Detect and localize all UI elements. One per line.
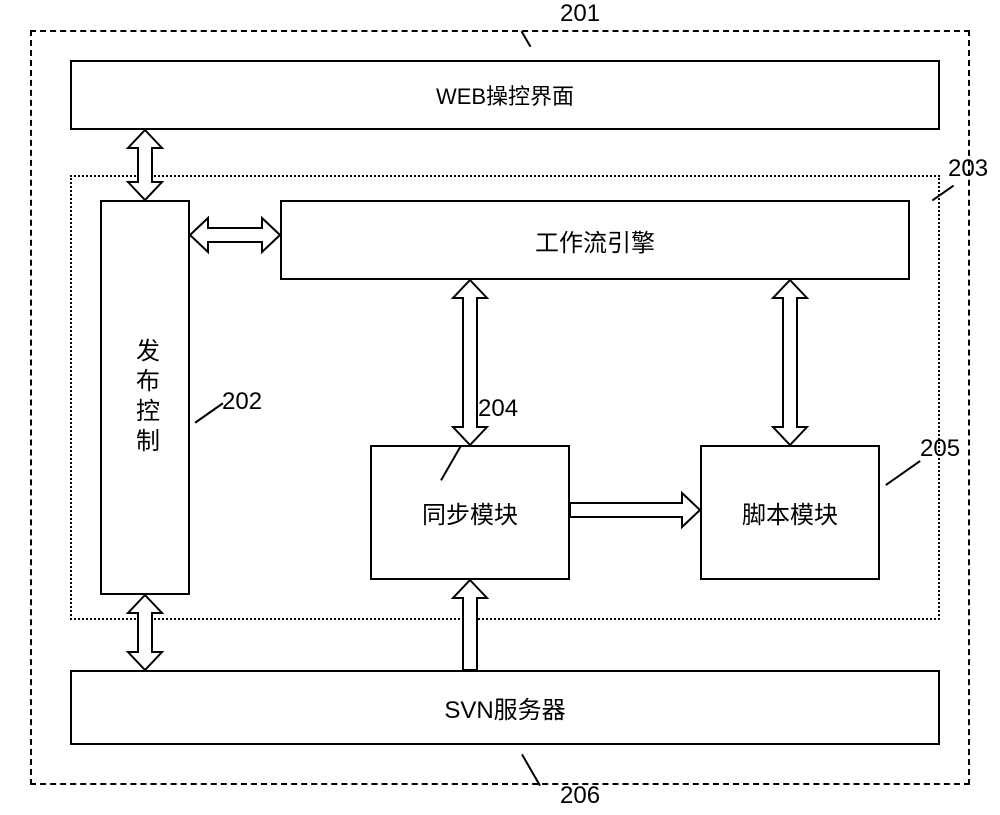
- sync-module-box: 同步模块: [370, 445, 570, 580]
- callout-label-201: 201: [560, 0, 600, 28]
- web-ui-box: WEB操控界面: [70, 60, 940, 130]
- script-module-box: 脚本模块: [700, 445, 880, 580]
- callout-label-206: 206: [560, 782, 600, 810]
- callout-label-202: 202: [222, 388, 262, 416]
- callout-label-205: 205: [920, 435, 960, 463]
- publish-control-label: 发布控制: [128, 338, 163, 458]
- arrow-sync-script: [570, 491, 700, 529]
- svn-server-label: SVN服务器: [444, 690, 565, 725]
- svn-server-box: SVN服务器: [70, 670, 940, 745]
- web-ui-label: WEB操控界面: [436, 79, 574, 111]
- callout-label-203: 203: [948, 155, 988, 183]
- workflow-engine-box: 工作流引擎: [280, 200, 910, 280]
- workflow-engine-label: 工作流引擎: [535, 223, 655, 258]
- sync-module-label: 同步模块: [422, 495, 518, 530]
- diagram-canvas: WEB操控界面 发布控制 工作流引擎 同步模块 脚本模块 SVN服务器 201 2…: [0, 0, 1000, 815]
- script-module-label: 脚本模块: [742, 495, 838, 530]
- arrow-sync-svn: [451, 580, 489, 670]
- callout-label-204: 204: [478, 395, 518, 423]
- arrow-web-publish: [126, 130, 164, 200]
- publish-control-box: 发布控制: [100, 200, 190, 595]
- arrow-publish-workflow: [190, 216, 280, 254]
- arrow-workflow-script: [771, 280, 809, 445]
- arrow-publish-svn: [126, 595, 164, 670]
